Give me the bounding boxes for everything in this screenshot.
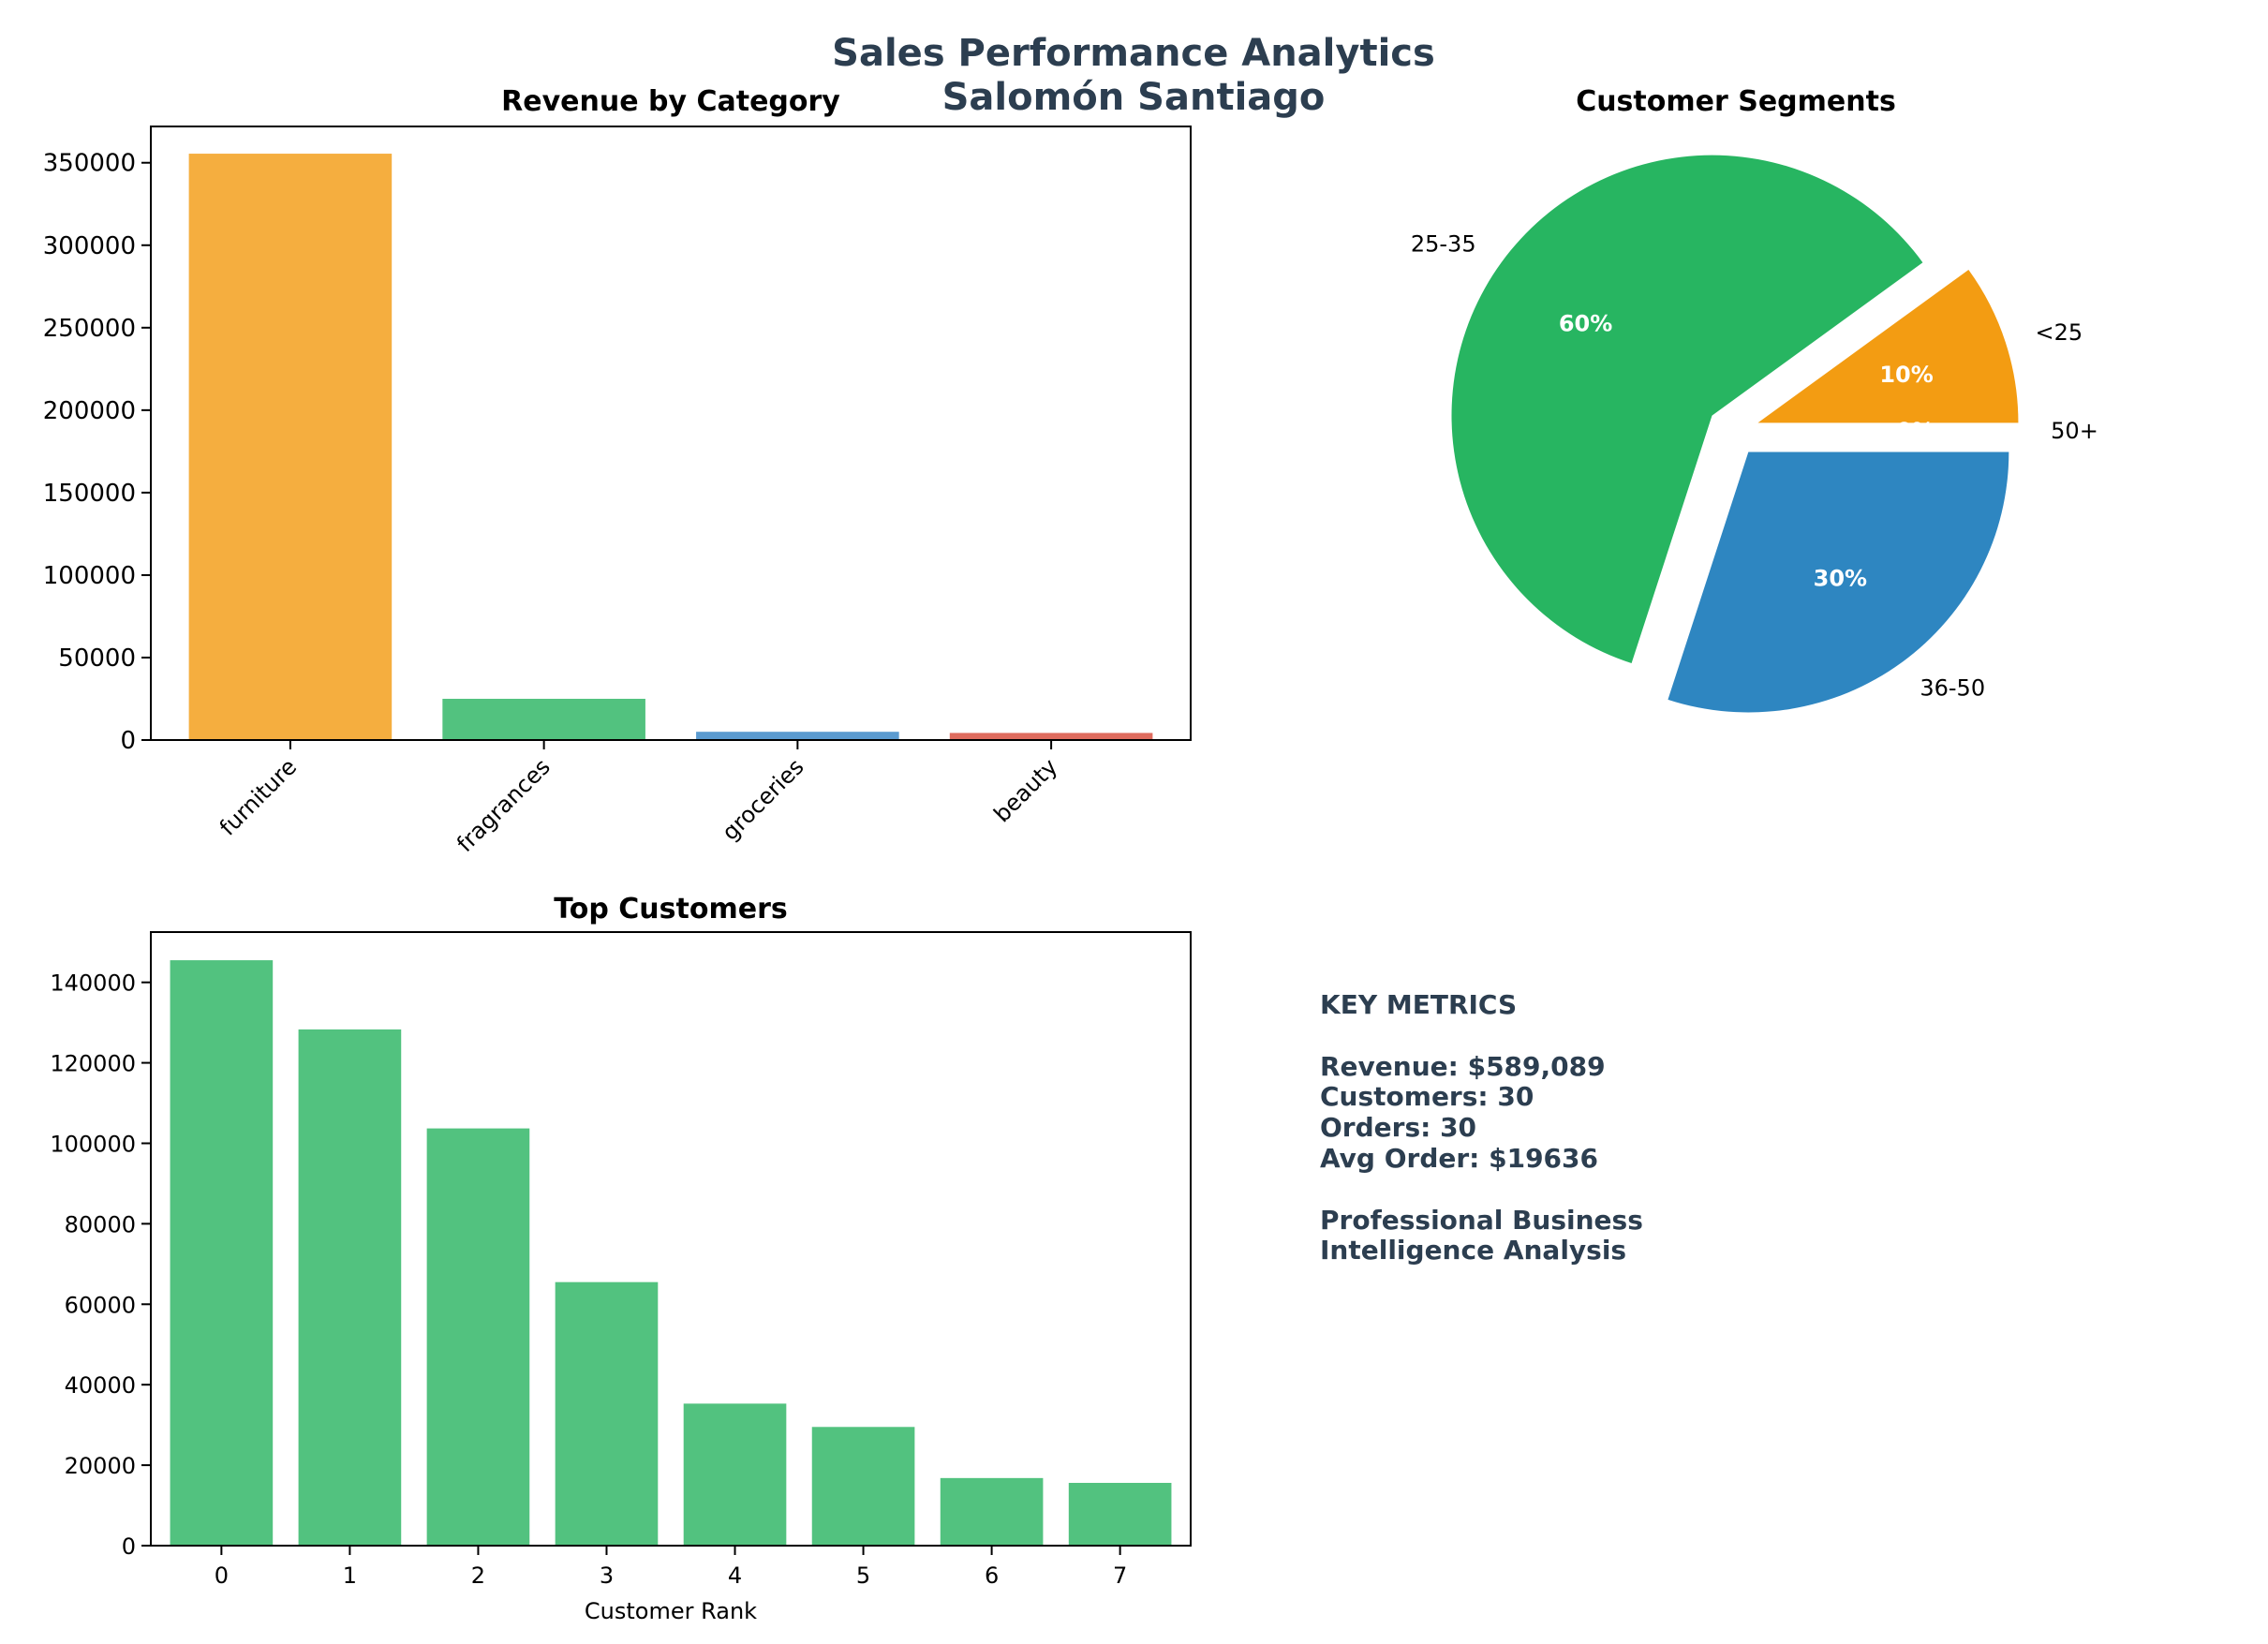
- customer-bar-0: [170, 960, 274, 1546]
- key-metrics-panel: KEY METRICS Revenue: $589,089 Customers:…: [1320, 989, 1643, 1266]
- metric-orders: Orders: 30: [1320, 1112, 1476, 1143]
- top-customers-y-tick-label-3: 60000: [65, 1292, 136, 1318]
- customer-bar-3: [555, 1281, 659, 1546]
- revenue-y-tick-label-2: 100000: [43, 562, 136, 590]
- revenue-y-tick-label-4: 200000: [43, 397, 136, 425]
- revenue-bar-0: [188, 154, 393, 740]
- pie-label-1: 25-35: [1411, 231, 1476, 258]
- customer-bar-5: [811, 1427, 915, 1546]
- segments-chart-title: Customer Segments: [1576, 85, 1896, 118]
- top-customers-x-tick-label-3: 3: [600, 1563, 614, 1589]
- revenue-by-category-chart: Revenue by Category 0 50000 100000 150000 20…: [43, 85, 1192, 857]
- top-customers-y-tick-label-7: 140000: [50, 970, 136, 997]
- top-customers-y-tick-label-0: 0: [122, 1533, 136, 1560]
- revenue-y-tick-label-1: 50000: [58, 644, 136, 673]
- top-customers-y-tick-label-4: 80000: [65, 1211, 136, 1237]
- customer-segments-chart: Customer Segments <25 10% 25-35 60% 36-50 30%…: [1411, 85, 2098, 713]
- revenue-bar-3: [949, 733, 1153, 740]
- pie-pct-label-1: 60%: [1559, 311, 1612, 337]
- revenue-bar-1: [442, 698, 645, 740]
- top-customers-x-tick-label-7: 7: [1113, 1563, 1127, 1589]
- customer-bar-7: [1068, 1482, 1172, 1546]
- revenue-x-tick-label-0: furniture: [215, 753, 302, 840]
- top-customers-x-axis-label: Customer Rank: [585, 1598, 757, 1624]
- top-customers-x-tick-label-5: 5: [856, 1563, 870, 1589]
- pie-slice-1: [1451, 155, 1923, 664]
- revenue-y-tick-label-0: 0: [120, 727, 136, 755]
- top-customers-chart-title: Top Customers: [554, 893, 787, 926]
- pie-pct-label-2: 30%: [1814, 565, 1867, 591]
- revenue-y-tick-label-5: 250000: [43, 315, 136, 343]
- revenue-x-tick-label-1: fragrances: [452, 753, 556, 857]
- top-customers-x-tick-label-4: 4: [728, 1563, 742, 1589]
- metric-revenue: Revenue: $589,089: [1320, 1051, 1606, 1082]
- metrics-footer-line-1: Professional Business: [1320, 1205, 1643, 1236]
- customer-bar-4: [683, 1403, 787, 1546]
- revenue-y-tick-label-3: 150000: [43, 480, 136, 508]
- top-customers-y-tick-label-6: 120000: [50, 1051, 136, 1077]
- top-customers-x-tick-label-6: 6: [985, 1563, 999, 1589]
- top-customers-y-tick-label-2: 40000: [65, 1372, 136, 1399]
- customer-bar-6: [940, 1477, 1044, 1546]
- figure-title-line-1: Sales Performance Analytics: [832, 32, 1435, 75]
- pie-label-0: <25: [2036, 319, 2083, 346]
- figure-title-line-2: Salomón Santiago: [942, 76, 1326, 119]
- customer-bar-1: [298, 1029, 402, 1546]
- metric-avg-order: Avg Order: $19636: [1320, 1143, 1598, 1174]
- revenue-chart-frame: [150, 126, 1192, 741]
- top-customers-chart: Top Customers 0 20000 40000 60000 80000 10000…: [50, 893, 1192, 1624]
- revenue-y-tick-label-6: 300000: [43, 232, 136, 260]
- revenue-chart-title: Revenue by Category: [501, 85, 840, 118]
- top-customers-chart-frame: [150, 931, 1192, 1547]
- pie-label-3: 50+: [2051, 418, 2098, 444]
- pie-slice-0: [1757, 270, 2019, 423]
- metric-customers: Customers: 30: [1320, 1081, 1534, 1112]
- pie-pct-label-3: 0%: [1896, 418, 1934, 444]
- customer-bar-2: [426, 1128, 530, 1546]
- revenue-y-tick-label-7: 350000: [43, 150, 136, 178]
- revenue-bar-2: [696, 732, 899, 740]
- top-customers-x-tick-label-2: 2: [471, 1563, 485, 1589]
- revenue-x-tick-label-3: beauty: [988, 753, 1062, 827]
- pie-pct-label-0: 10%: [1879, 362, 1933, 388]
- top-customers-y-tick-label-5: 100000: [50, 1131, 136, 1157]
- pie-label-2: 36-50: [1920, 674, 1985, 701]
- top-customers-y-tick-label-1: 20000: [65, 1453, 136, 1479]
- pie-slice-2: [1668, 452, 2009, 713]
- metrics-footer-line-2: Intelligence Analysis: [1320, 1235, 1626, 1266]
- top-customers-x-tick-label-0: 0: [215, 1563, 229, 1589]
- key-metrics-heading: KEY METRICS: [1320, 989, 1517, 1020]
- top-customers-x-tick-label-1: 1: [343, 1563, 357, 1589]
- revenue-x-tick-label-2: groceries: [717, 753, 808, 845]
